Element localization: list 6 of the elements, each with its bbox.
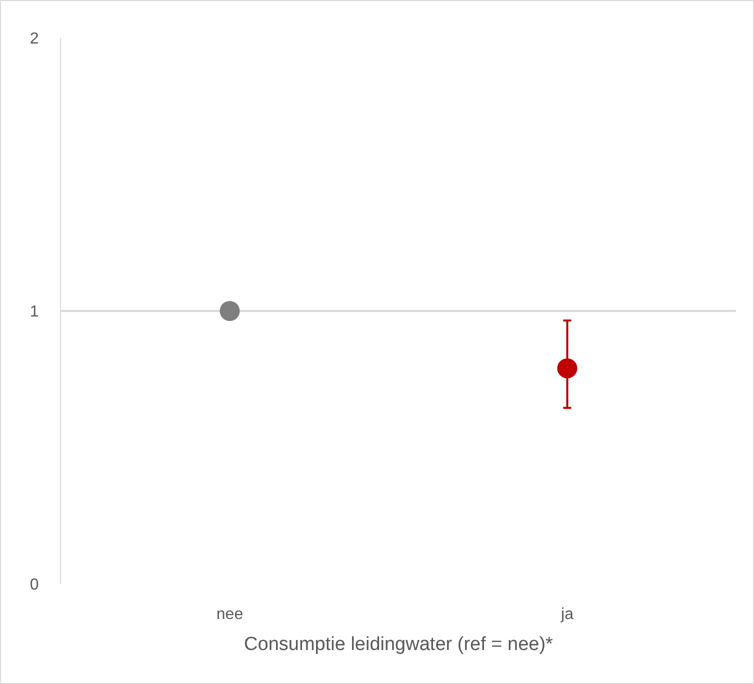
x-axis-title: Consumptie leidingwater (ref = nee)*: [244, 634, 554, 655]
y-tick-label: 2: [30, 30, 39, 48]
y-tick-label: 1: [30, 304, 39, 321]
y-tick-label: 0: [30, 576, 39, 594]
x-tick-label: nee: [216, 606, 244, 623]
x-tick-label: ja: [560, 606, 574, 623]
